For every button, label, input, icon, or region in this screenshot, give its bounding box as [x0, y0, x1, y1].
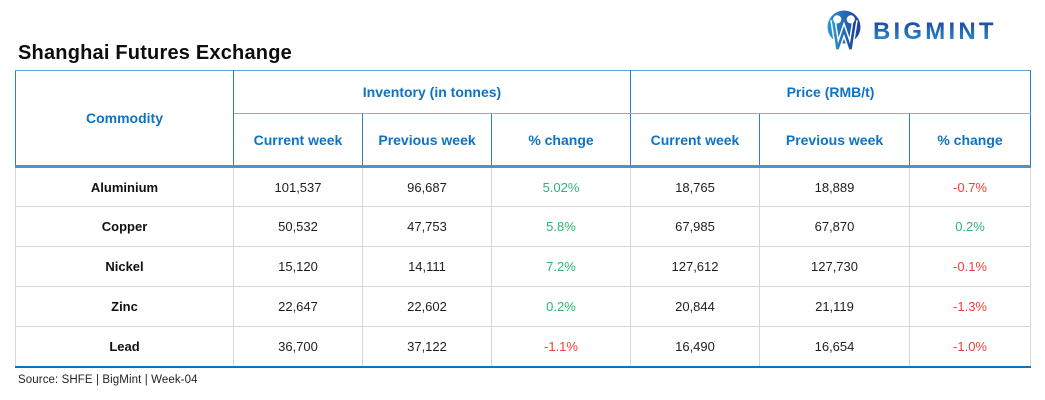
column-header-price-change: % change	[908, 113, 1032, 168]
inventory-current-value: 36,700	[233, 326, 363, 368]
bigmint-logo-icon	[827, 10, 861, 50]
inventory-previous-value: 96,687	[362, 166, 492, 207]
price-previous-value: 67,870	[759, 206, 910, 247]
bigmint-logo: BIGMINT	[824, 8, 1025, 52]
column-header-inventory-current: Current week	[233, 113, 363, 168]
inventory-change-value: 5.8%	[491, 206, 631, 247]
inventory-current-value: 15,120	[233, 246, 363, 287]
table-row-copper: Copper 50,532 47,753 5.8% 67,985 67,870 …	[15, 206, 1032, 247]
source-note: Source: SHFE | BigMint | Week-04	[18, 374, 198, 386]
inventory-current-value: 50,532	[233, 206, 363, 247]
price-previous-value: 16,654	[759, 326, 910, 368]
price-current-value: 20,844	[630, 286, 760, 327]
price-change-value: -1.0%	[908, 326, 1032, 368]
price-current-value: 18,765	[630, 166, 760, 207]
price-current-value: 16,490	[630, 326, 760, 368]
bigmint-logo-text: BIGMINT	[873, 18, 997, 45]
table-row-nickel: Nickel 15,120 14,111 7.2% 127,612 127,73…	[15, 246, 1032, 287]
group-header-row: Commodity Inventory (in tonnes) Price (R…	[15, 70, 1032, 168]
commodity-name: Aluminium	[15, 166, 234, 207]
price-current-value: 67,985	[630, 206, 760, 247]
group-header-inventory: Inventory (in tonnes)	[233, 70, 631, 114]
commodity-name: Lead	[15, 326, 234, 368]
inventory-current-value: 101,537	[233, 166, 363, 207]
inventory-change-value: -1.1%	[491, 326, 631, 368]
column-header-commodity: Commodity	[15, 70, 234, 168]
price-change-value: 0.2%	[908, 206, 1032, 247]
price-change-value: -0.7%	[908, 166, 1032, 207]
price-previous-value: 18,889	[759, 166, 910, 207]
price-previous-value: 21,119	[759, 286, 910, 327]
price-previous-value: 127,730	[759, 246, 910, 287]
inventory-previous-value: 22,602	[362, 286, 492, 327]
table-row-zinc: Zinc 22,647 22,602 0.2% 20,844 21,119 -1…	[15, 286, 1032, 327]
inventory-change-value: 5.02%	[491, 166, 631, 207]
inventory-previous-value: 37,122	[362, 326, 492, 368]
price-change-value: -1.3%	[908, 286, 1032, 327]
inventory-previous-value: 47,753	[362, 206, 492, 247]
inventory-previous-value: 14,111	[362, 246, 492, 287]
column-header-inventory-change: % change	[491, 113, 631, 168]
commodity-name: Nickel	[15, 246, 234, 287]
inventory-current-value: 22,647	[233, 286, 363, 327]
inventory-change-value: 0.2%	[491, 286, 631, 327]
commodity-table: Commodity Inventory (in tonnes) Price (R…	[15, 70, 1032, 368]
group-header-price: Price (RMB/t)	[629, 70, 1032, 114]
table-row-aluminium: Aluminium 101,537 96,687 5.02% 18,765 18…	[15, 166, 1032, 207]
price-change-value: -0.1%	[908, 246, 1032, 287]
commodity-name: Zinc	[15, 286, 234, 327]
sub-header-row: Current week Previous week % change Curr…	[16, 113, 1032, 168]
commodity-name: Copper	[15, 206, 234, 247]
inventory-change-value: 7.2%	[491, 246, 631, 287]
page-title: Shanghai Futures Exchange	[18, 42, 292, 64]
column-header-inventory-previous: Previous week	[362, 113, 492, 168]
column-header-price-current: Current week	[630, 113, 760, 168]
column-header-price-previous: Previous week	[759, 113, 910, 168]
price-current-value: 127,612	[630, 246, 760, 287]
table-row-lead: Lead 36,700 37,122 -1.1% 16,490 16,654 -…	[15, 326, 1032, 368]
